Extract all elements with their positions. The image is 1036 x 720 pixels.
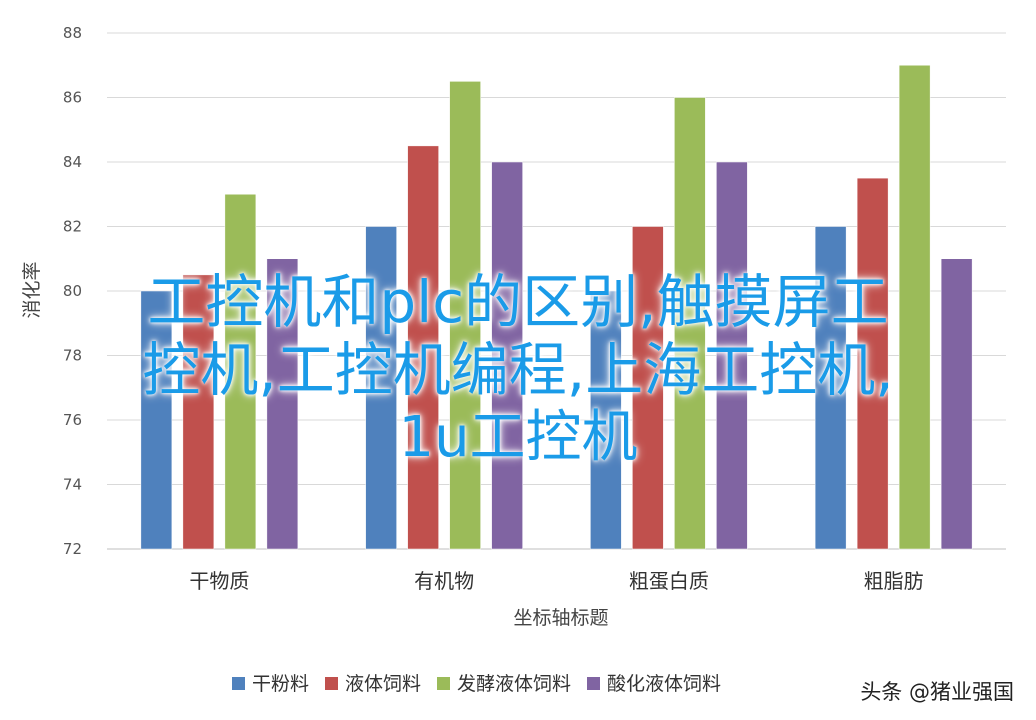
bar [266, 258, 299, 550]
x-category-label: 粗蛋白质 [629, 569, 709, 593]
y-axis-ticks: 72 74 76 78 80 82 84 86 88 [63, 24, 82, 558]
y-tick-label: 82 [63, 218, 82, 236]
bar [224, 194, 257, 550]
bar [716, 161, 748, 550]
y-tick-label: 80 [63, 282, 82, 300]
y-axis-title: 消化率 [21, 261, 43, 318]
x-category-label: 粗脂肪 [864, 569, 924, 593]
y-tick-label: 78 [63, 347, 82, 365]
watermark: 头条 @猪业强国 [860, 680, 1014, 704]
bar [140, 290, 173, 550]
y-tick-label: 74 [63, 476, 82, 494]
x-axis-categories: 干物质 有机物 粗蛋白质 粗脂肪 [189, 569, 923, 593]
bar [365, 226, 397, 550]
x-axis-title: 坐标轴标题 [513, 607, 608, 629]
bar [856, 177, 889, 550]
y-tick-label: 86 [63, 89, 82, 107]
legend: 干粉料 液体饲料 发酵液体饲料 酸化液体饲料 [232, 673, 721, 695]
x-category-label: 干物质 [189, 569, 249, 593]
y-tick-label: 72 [63, 540, 82, 558]
legend-label: 酸化液体饲料 [607, 673, 721, 695]
bar [590, 290, 622, 550]
legend-swatch [325, 677, 338, 690]
bar [407, 145, 439, 550]
bar [674, 97, 706, 550]
legend-label: 发酵液体饲料 [457, 673, 571, 695]
legend-swatch [232, 677, 245, 690]
y-tick-label: 88 [63, 24, 82, 42]
bar [182, 274, 215, 550]
y-tick-label: 76 [63, 411, 82, 429]
bar [632, 226, 664, 550]
gridlines [107, 32, 1006, 550]
legend-label: 液体饲料 [345, 673, 421, 695]
y-tick-label: 84 [63, 153, 82, 171]
bar [814, 226, 847, 550]
legend-swatch [587, 677, 600, 690]
legend-label: 干粉料 [252, 673, 309, 695]
bar [449, 81, 481, 550]
bar [898, 65, 931, 550]
bar [491, 161, 523, 550]
bars [140, 65, 973, 550]
bar [940, 258, 973, 550]
x-category-label: 有机物 [414, 569, 474, 593]
legend-swatch [437, 677, 450, 690]
